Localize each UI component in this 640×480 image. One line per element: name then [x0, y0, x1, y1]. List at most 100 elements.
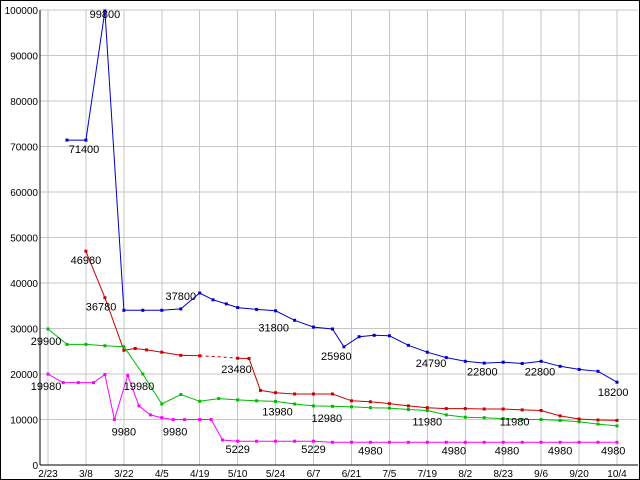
series-green-marker [217, 397, 221, 401]
series-red-marker [247, 357, 251, 360]
series-blue-marker [198, 291, 202, 295]
series-green-marker [615, 424, 619, 428]
series-red-marker [406, 404, 410, 408]
annotation-label: 19980 [124, 381, 155, 393]
y-axis-label: 40000 [10, 279, 38, 290]
annotation-label: 37800 [166, 291, 197, 303]
annotation-label: 4980 [442, 445, 466, 457]
annotation-label: 22800 [525, 366, 556, 378]
series-blue-line [67, 10, 618, 383]
series-blue-marker [122, 308, 126, 312]
series-green-marker [368, 406, 372, 410]
annotation-label: 29900 [31, 336, 62, 348]
series-magenta-marker [255, 439, 259, 443]
x-axis-label: 5/10 [228, 469, 248, 479]
annotation-label: 11980 [412, 417, 442, 429]
series-red-marker [368, 400, 372, 404]
series-magenta-marker [61, 381, 65, 385]
series-red-marker [539, 409, 543, 412]
y-axis-label: 70000 [10, 143, 38, 154]
series-magenta-marker [444, 440, 448, 444]
annotation-label: 71400 [69, 144, 100, 156]
series-blue-marker [520, 362, 524, 365]
series-magenta-line [47, 373, 617, 443]
series-green-marker [236, 398, 240, 402]
series-red-marker [520, 408, 524, 412]
series-red-marker [444, 407, 448, 411]
series-red-marker [350, 399, 353, 403]
annotation-label: 4980 [601, 445, 625, 457]
series-magenta-marker [112, 418, 116, 422]
series-magenta-marker [293, 439, 297, 443]
annotation-label: 5229 [301, 444, 325, 456]
series-magenta-marker [236, 439, 240, 443]
series-magenta-marker [274, 439, 278, 443]
series-magenta-marker [615, 440, 619, 444]
series-magenta [46, 372, 619, 444]
y-axis-label: 100000 [5, 6, 39, 17]
series-blue-marker [482, 361, 486, 365]
series-red-marker [615, 418, 619, 422]
series-magenta-marker [198, 418, 202, 421]
y-axis-label: 30000 [10, 325, 38, 336]
series-magenta-marker [160, 416, 164, 420]
series-green [46, 327, 619, 428]
series-blue-marker [274, 309, 278, 313]
series-green-marker [539, 418, 543, 421]
series-magenta-marker [558, 440, 562, 444]
series-red-marker [331, 392, 334, 396]
series-red-marker [387, 402, 391, 406]
annotation-label: 24790 [416, 358, 447, 370]
y-axis-label: 0 [32, 461, 38, 472]
series-blue-marker [236, 306, 240, 310]
series-blue-marker [596, 369, 600, 373]
series-red-marker [577, 417, 581, 421]
series-red-line [85, 251, 200, 357]
series-green-marker [482, 416, 486, 420]
series-blue-marker [577, 367, 581, 371]
x-axis-label: 5/24 [266, 469, 286, 479]
series-blue-marker [558, 364, 562, 368]
series-magenta-marker [331, 440, 334, 444]
series-red-marker [596, 418, 600, 422]
series-red [84, 249, 619, 422]
series-blue-marker [539, 359, 543, 363]
x-axis-label: 7/19 [418, 469, 438, 479]
series-magenta-marker [221, 438, 224, 442]
annotation-label: 99800 [90, 9, 121, 21]
series-red-marker [236, 356, 240, 360]
series-green-marker [293, 402, 297, 406]
series-red-line [199, 355, 238, 359]
x-axis-label: 10/4 [607, 469, 627, 479]
series-blue-marker [65, 138, 69, 142]
y-axis-label: 80000 [10, 97, 38, 108]
series-blue-marker [224, 302, 228, 306]
series-red-marker [425, 406, 429, 410]
series-blue-marker [331, 327, 334, 331]
series-magenta-marker [350, 440, 353, 444]
x-axis-label: 3/8 [79, 469, 93, 479]
series-magenta-marker [406, 440, 410, 444]
x-axis-label: 2/23 [38, 469, 58, 479]
annotation-label: 46980 [71, 255, 102, 267]
series-magenta-marker [425, 440, 429, 444]
annotation-label: 9980 [112, 427, 136, 439]
series-magenta-marker [387, 440, 391, 444]
series-blue-marker [312, 325, 315, 329]
series-magenta-marker [482, 440, 486, 444]
series-green-marker [312, 404, 315, 408]
series-green-marker [596, 422, 600, 426]
series-red-marker [312, 392, 315, 396]
annotation-label: 36780 [86, 302, 117, 314]
series-magenta-marker [183, 418, 187, 422]
y-axis-label: 20000 [10, 370, 38, 381]
series-green-marker [198, 399, 202, 403]
series-blue-marker [179, 307, 183, 311]
x-axis-label: 6/7 [307, 469, 321, 479]
annotation-label: 23480 [221, 364, 252, 376]
series-green-marker [520, 418, 524, 421]
series-blue-marker [211, 298, 215, 302]
annotation-label: 11980 [500, 417, 530, 429]
